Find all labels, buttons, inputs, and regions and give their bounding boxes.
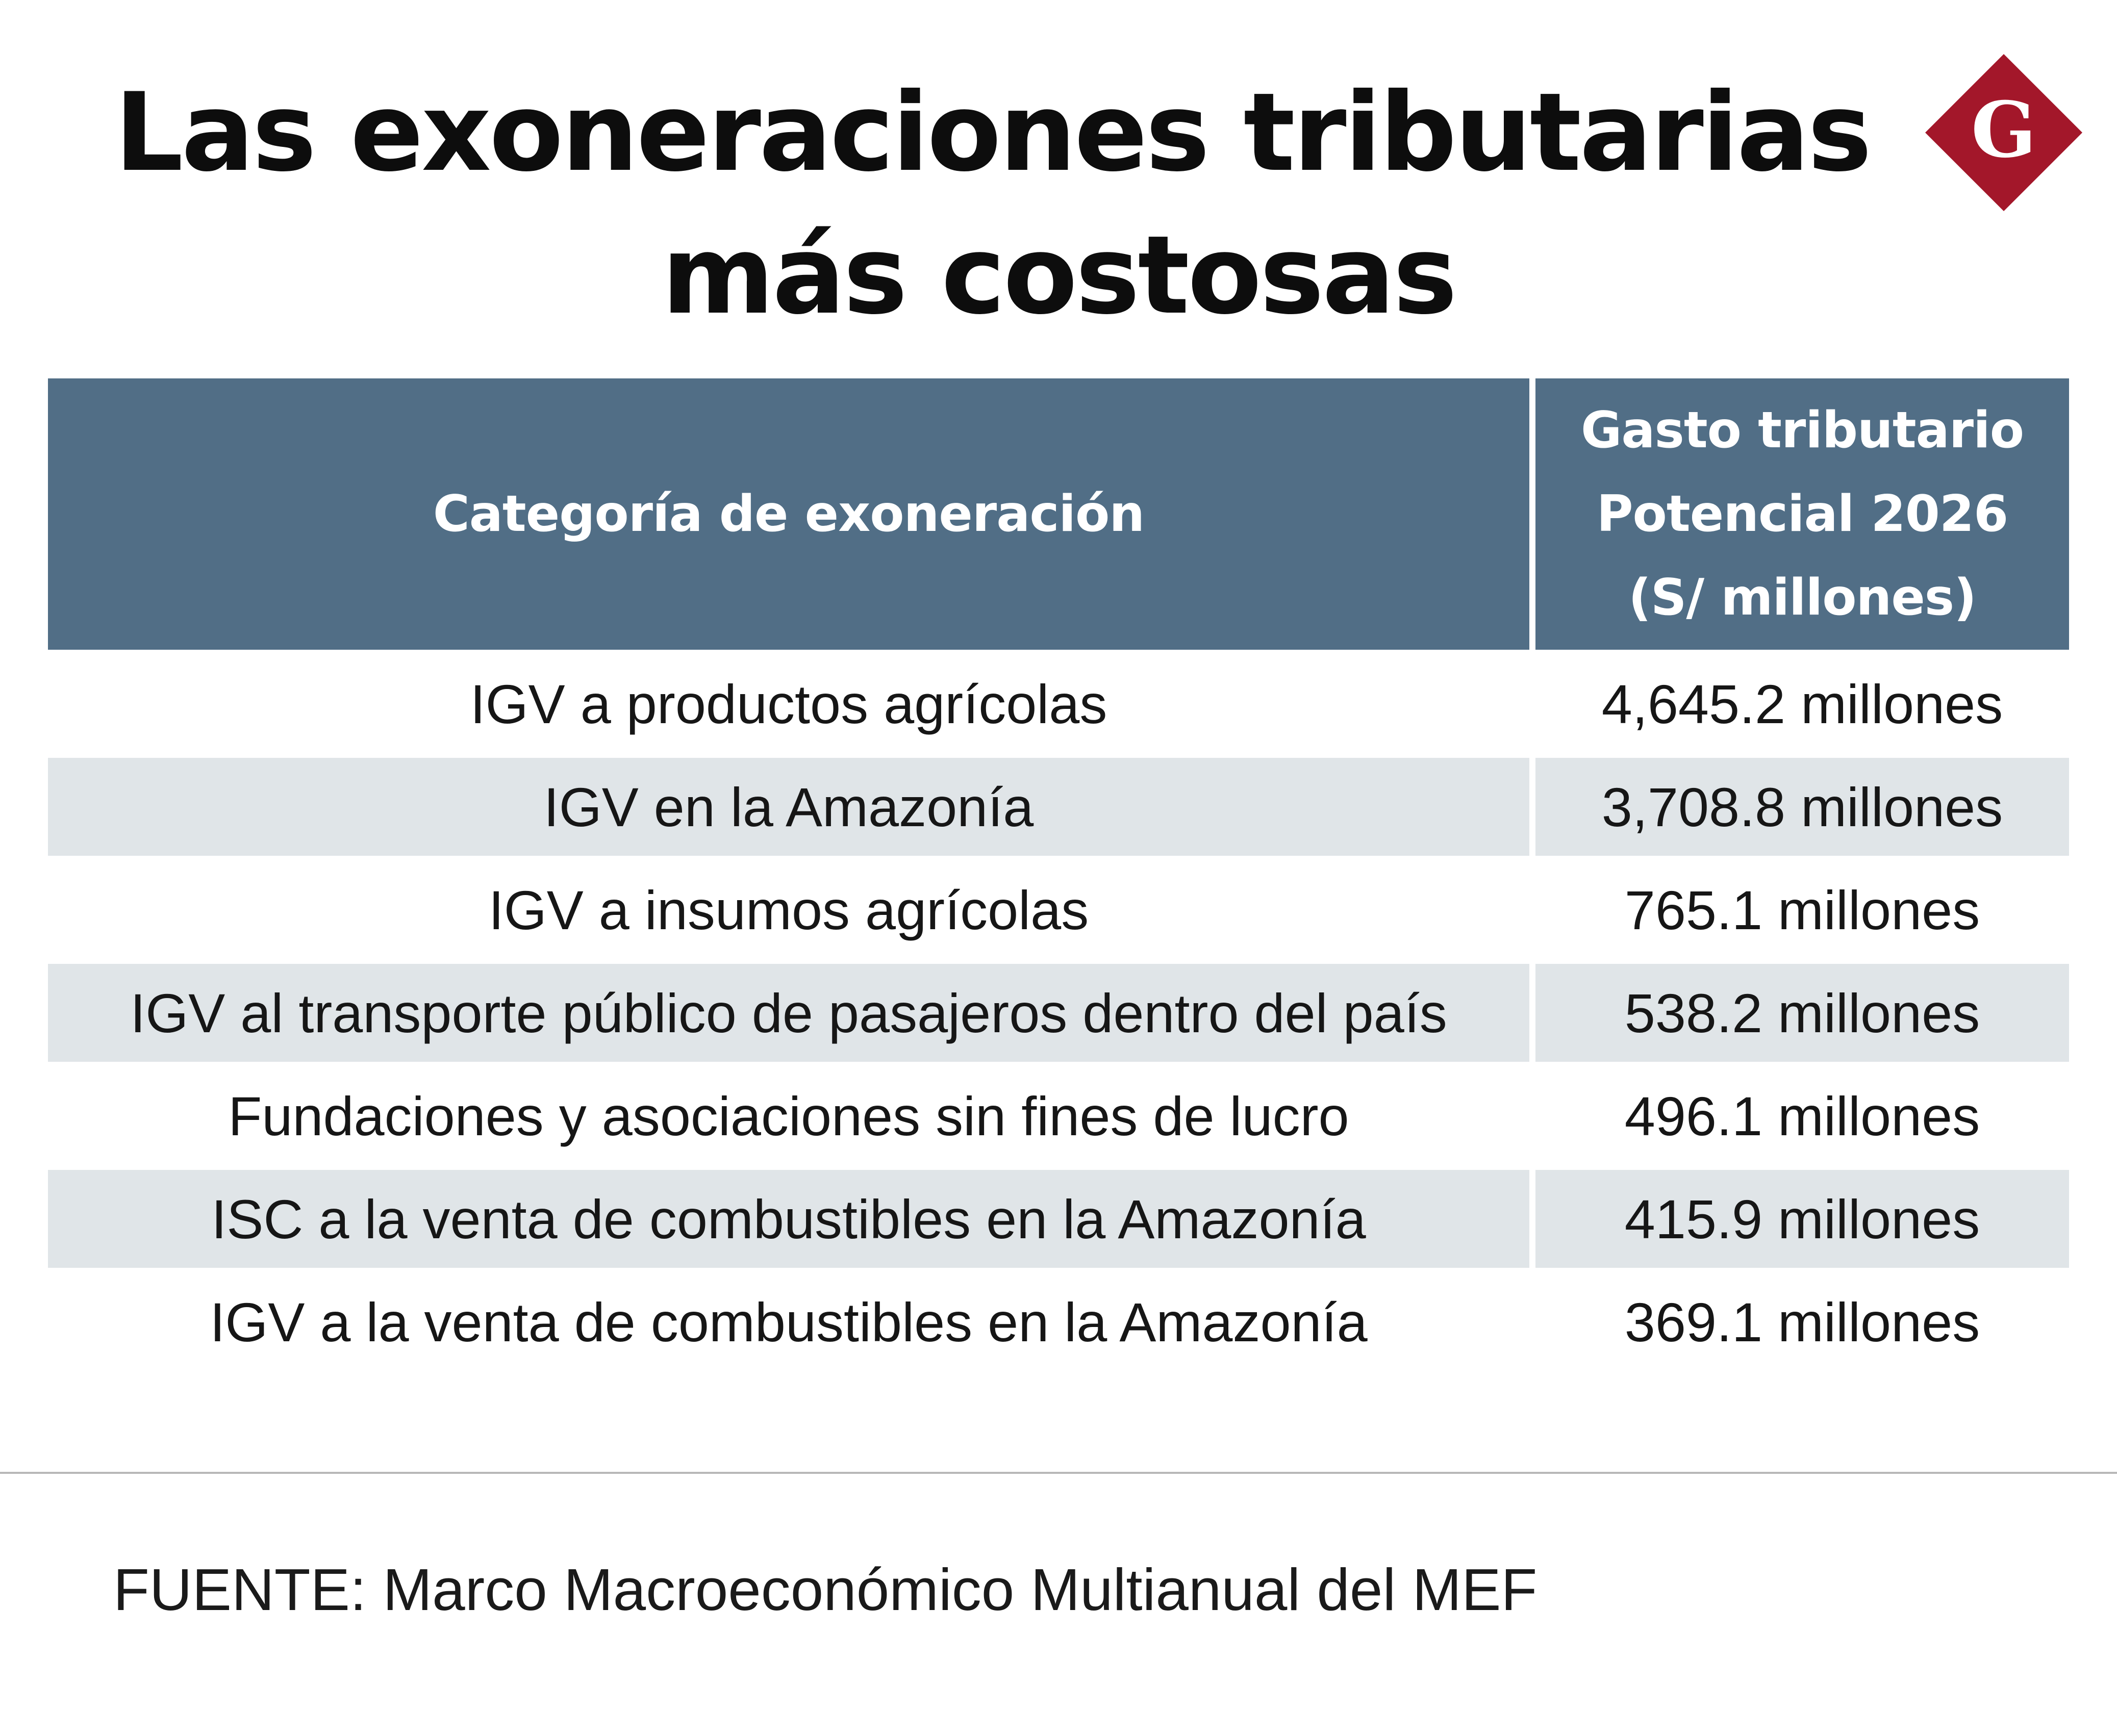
table-row: IGV al transporte público de pasajeros d… (48, 964, 2069, 1062)
table-body: IGV a productos agrícolas 4,645.2 millone… (48, 655, 2069, 1371)
category-cell: IGV a productos agrícolas (470, 673, 1107, 735)
chart-title: Las exoneraciones tributarias más costos… (0, 61, 2117, 347)
value-cell: 496.1 millones (1624, 1085, 1980, 1147)
value-cell: 765.1 millones (1624, 879, 1980, 941)
source-note: FUENTE: Marco Macroeconómico Multianual … (113, 1556, 1538, 1623)
table-row: IGV a productos agrícolas 4,645.2 millone… (48, 655, 2069, 753)
category-cell: IGV al transporte público de pasajeros d… (48, 964, 1529, 1062)
value-cell: 369.1 millones (1624, 1291, 1980, 1353)
header-value: Gasto tributario Potencial 2026 (S/ mill… (1535, 378, 2069, 650)
footer-divider (0, 1472, 2117, 1474)
gestion-logo-icon: G (1925, 54, 2082, 211)
category-cell: IGV a insumos agrícolas (488, 879, 1089, 941)
category-cell: IGV a la venta de combustibles en la Ama… (210, 1291, 1368, 1353)
header-value-line-3: (S/ millones) (1628, 569, 1977, 627)
category-cell: Fundaciones y asociaciones sin fines de … (228, 1085, 1349, 1147)
logo-letter: G (1971, 85, 2036, 175)
category-cell: IGV en la Amazonía (48, 758, 1529, 856)
category-cell: ISC a la venta de combustibles en la Ama… (48, 1170, 1529, 1268)
exemptions-table: Categoría de exoneración Gasto tributari… (48, 378, 2069, 1376)
table-row: Fundaciones y asociaciones sin fines de … (48, 1067, 2069, 1165)
value-cell: 3,708.8 millones (1535, 758, 2069, 856)
header-value-line-2: Potencial 2026 (1596, 485, 2009, 543)
table-row: IGV a insumos agrícolas 765.1 millones (48, 861, 2069, 959)
value-cell: 538.2 millones (1535, 964, 2069, 1062)
table-row: IGV a la venta de combustibles en la Ama… (48, 1273, 2069, 1371)
header-value-line-1: Gasto tributario (1580, 401, 2024, 459)
table-row: ISC a la venta de combustibles en la Ama… (48, 1170, 2069, 1268)
header-category: Categoría de exoneración (48, 378, 1529, 650)
value-cell: 4,645.2 millones (1601, 673, 2003, 735)
chart-title-line-2: más costosas (662, 212, 1457, 338)
value-cell: 415.9 millones (1535, 1170, 2069, 1268)
table-header: Categoría de exoneración Gasto tributari… (48, 378, 2069, 650)
table-row: IGV en la Amazonía 3,708.8 millones (48, 758, 2069, 856)
chart-title-line-1: Las exoneraciones tributarias (114, 69, 1872, 195)
